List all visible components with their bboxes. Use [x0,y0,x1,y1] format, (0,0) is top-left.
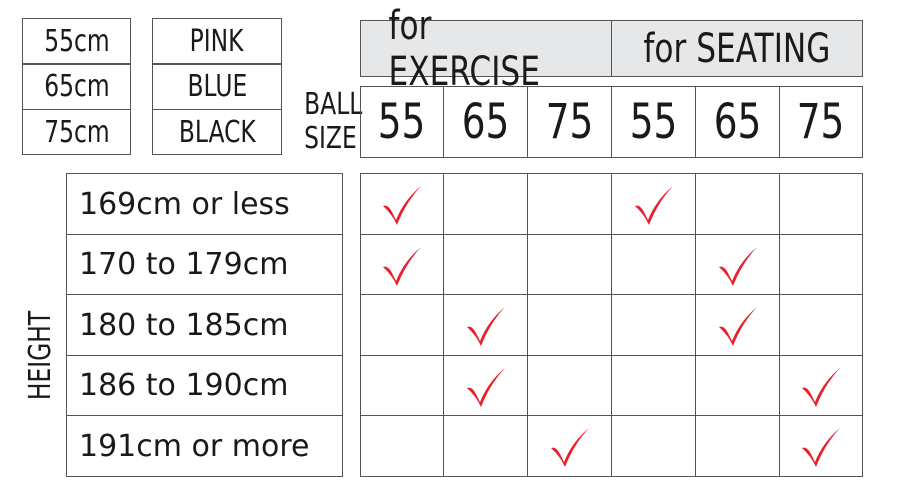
height-row-label: 186 to 190cm [66,355,343,416]
grid-cell [779,234,863,295]
ball-size-header: 65 [443,86,528,158]
grid-cell [443,294,528,356]
grid-cell [779,415,863,477]
ball-size-header: 65 [695,86,780,158]
grid-cell [611,415,696,477]
ball-size-header: 75 [527,86,612,158]
color-cell-text: PINK [190,23,244,59]
ball-size-label: BALL SIZE [298,87,363,158]
height-row-label-text: 170 to 179cm [79,247,289,282]
grid-cell [360,234,444,295]
checkmark-icon [634,186,673,225]
grid-cell [360,173,444,235]
color-cell: PINK [152,18,282,64]
height-row-label: 170 to 179cm [66,234,343,295]
grid-cell [443,234,528,295]
ball-size-header-text: 75 [545,94,594,150]
checkmark-icon [466,367,505,407]
grid-cell [611,355,696,416]
grid-cell [611,294,696,356]
checkmark-icon [718,246,757,286]
ball-size-header-text: 75 [797,94,845,150]
height-row-label: 169cm or less [66,173,343,235]
checkmark-icon [550,428,589,467]
grid-cell [360,415,444,477]
grid-cell [360,355,444,416]
ball-size-header: 55 [360,86,444,158]
height-row-label-text: 186 to 190cm [79,368,289,403]
ball-size-label-line: SIZE [304,121,357,156]
grid-cell [527,415,612,477]
group-seating-text: for SEATING [643,25,831,72]
size-cell: 65cm [22,63,131,110]
size-cell: 55cm [22,18,131,64]
color-cell: BLACK [152,109,282,155]
height-row-label-text: 191cm or more [79,428,310,464]
grid-cell [611,173,696,235]
height-label-text: HEIGHT [22,310,58,400]
height-row-label-text: 169cm or less [79,186,290,222]
grid-cell [527,173,612,235]
grid-cell [695,355,780,416]
grid-cell [695,415,780,477]
checkmark-icon [383,186,421,225]
ball-size-header-text: 65 [461,94,510,150]
checkmark-icon [466,307,505,346]
grid-cell [695,234,780,295]
grid-cell [527,294,612,356]
grid-cell [360,294,444,356]
checkmark-icon [718,307,757,346]
grid-cell [443,355,528,416]
ball-size-header-text: 55 [378,94,426,150]
ball-size-header-text: 65 [713,94,762,150]
ball-size-label-line: BALL [304,87,363,122]
height-row-label: 180 to 185cm [66,294,343,356]
checkmark-icon [802,367,840,407]
group-seating: for SEATING [611,20,863,77]
grid-cell [779,294,863,356]
color-cell: BLUE [152,63,282,110]
color-cell-text: BLACK [178,114,256,150]
size-cell-text: 65cm [43,69,110,104]
group-exercise-text: for EXERCISE [388,2,540,95]
checkmark-icon [383,246,421,286]
checkmark-icon [802,428,840,467]
height-row-label-text: 180 to 185cm [79,307,289,343]
ball-size-header-text: 55 [629,94,678,150]
grid-cell [443,415,528,477]
color-cell-text: BLUE [187,69,247,104]
ball-size-header: 55 [611,86,696,158]
grid-cell [443,173,528,235]
grid-cell [611,234,696,295]
grid-cell [779,355,863,416]
group-exercise: for EXERCISE [360,3,612,95]
height-row-label: 191cm or more [66,415,343,477]
height-label: HEIGHT [10,300,70,410]
size-cell: 75cm [22,109,131,155]
grid-cell [527,234,612,295]
size-cell-text: 55cm [43,23,110,59]
grid-cell [695,294,780,356]
grid-cell [527,355,612,416]
size-cell-text: 75cm [43,114,110,150]
grid-cell [779,173,863,235]
ball-size-header: 75 [779,86,863,158]
grid-cell [695,173,780,235]
